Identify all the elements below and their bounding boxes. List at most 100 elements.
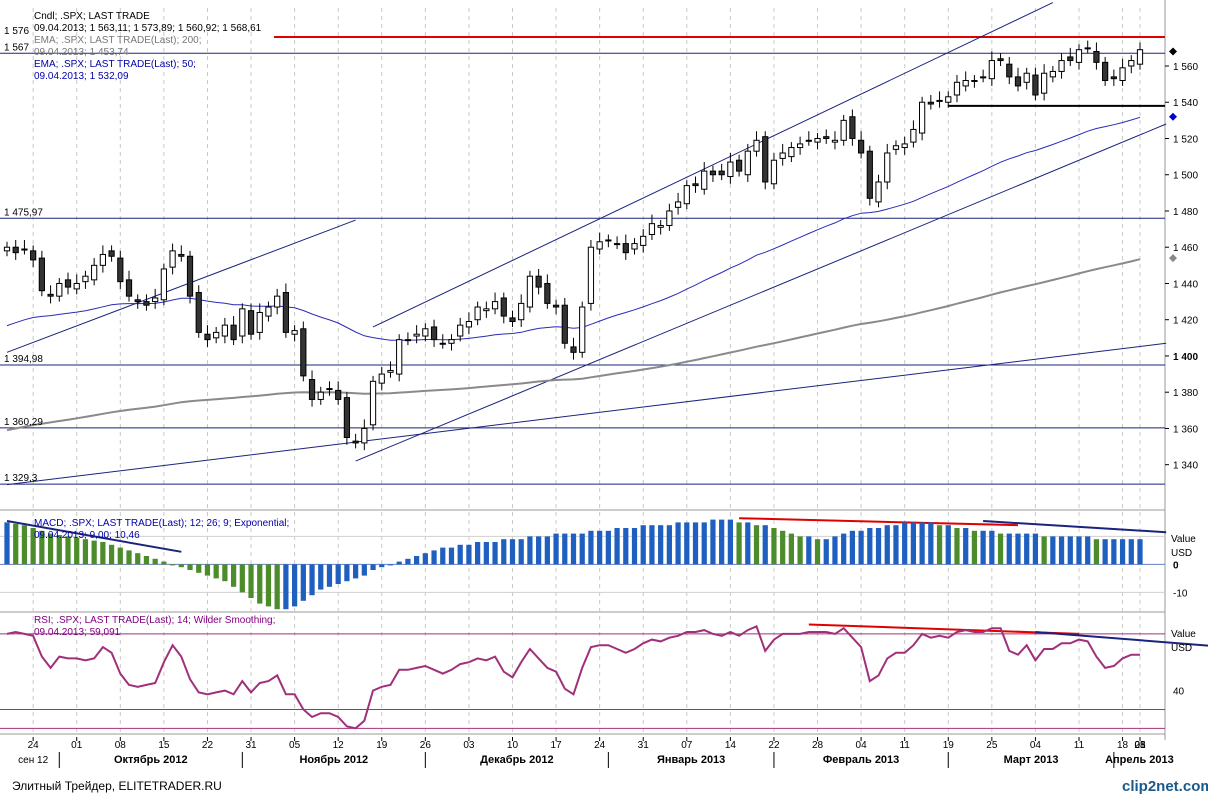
macd-bar bbox=[980, 530, 986, 565]
macd-bar bbox=[196, 564, 202, 573]
macd-bar bbox=[1111, 539, 1117, 565]
candle-body bbox=[1058, 60, 1065, 72]
x-tick-label: 25 bbox=[986, 740, 998, 751]
macd-bar bbox=[562, 533, 568, 565]
rsi-divergence-red bbox=[808, 623, 1080, 635]
candle-body bbox=[483, 308, 490, 312]
rsi-value-label: Value bbox=[1171, 629, 1196, 640]
x-tick-label: 12 bbox=[333, 740, 345, 751]
level-label: 1 567 bbox=[4, 42, 29, 53]
channel-upper bbox=[372, 2, 1054, 328]
candle-body bbox=[1110, 76, 1117, 80]
macd-bar bbox=[387, 564, 394, 566]
macd-bar bbox=[710, 519, 716, 565]
x-tick-label: 17 bbox=[551, 740, 563, 751]
candle-body bbox=[561, 304, 568, 344]
month-label: сен 12 bbox=[18, 755, 48, 766]
macd-bar bbox=[919, 522, 925, 565]
macd-bar bbox=[945, 525, 951, 565]
macd-bar bbox=[570, 533, 577, 565]
y-tick-label: 1 420 bbox=[1173, 316, 1198, 327]
brand-logo: clip2net.com bbox=[1122, 778, 1208, 795]
macd-value-label: Value bbox=[1171, 534, 1196, 545]
candle-body bbox=[1067, 56, 1074, 62]
macd-bar bbox=[108, 544, 115, 565]
candle-body bbox=[683, 185, 690, 205]
candle-body bbox=[82, 275, 89, 283]
macd-bar bbox=[1024, 533, 1030, 565]
candle-body bbox=[178, 253, 185, 257]
macd-bar bbox=[823, 539, 829, 565]
x-tick-label: 05 bbox=[289, 740, 301, 751]
candle-body bbox=[12, 246, 19, 254]
price-legend-line: 09.04.2013; 1 532,09 bbox=[34, 71, 129, 82]
candle-body bbox=[648, 223, 656, 236]
candle-body bbox=[1102, 61, 1109, 81]
macd-bar bbox=[152, 558, 158, 565]
macd-bar bbox=[527, 536, 533, 565]
macd-bar bbox=[248, 564, 254, 598]
month-label: Март 2013 bbox=[1004, 754, 1059, 766]
macd-bar bbox=[21, 525, 28, 565]
macd-bar bbox=[553, 533, 559, 565]
x-tick-label: 03 bbox=[463, 740, 475, 751]
y-tick-label: 1 360 bbox=[1173, 424, 1198, 435]
macd-bar bbox=[1050, 536, 1056, 565]
macd-bar bbox=[396, 561, 402, 565]
macd-y-tick: -10 bbox=[1173, 588, 1188, 599]
ema200-line bbox=[6, 258, 1141, 432]
macd-bar bbox=[326, 564, 333, 587]
candle-body bbox=[980, 76, 987, 79]
macd-bar bbox=[213, 564, 219, 579]
macd-bar bbox=[509, 539, 516, 565]
candle-body bbox=[369, 380, 377, 426]
candle-body bbox=[465, 321, 473, 328]
candle-body bbox=[282, 292, 290, 333]
candle-body bbox=[1119, 67, 1126, 81]
macd-divergence-blue bbox=[983, 520, 1167, 534]
macd-bar bbox=[762, 525, 768, 565]
macd-bar bbox=[161, 561, 167, 565]
macd-bar bbox=[169, 564, 176, 566]
macd-bar bbox=[928, 522, 934, 565]
macd-bar bbox=[239, 564, 245, 593]
macd-bar bbox=[640, 525, 646, 565]
rsi-y-tick: 40 bbox=[1173, 687, 1185, 698]
candle-body bbox=[657, 224, 664, 228]
candle-body bbox=[753, 139, 760, 152]
month-label: Декабрь 2012 bbox=[480, 754, 554, 766]
candle-body bbox=[613, 243, 621, 246]
ema200-marker bbox=[1169, 254, 1177, 263]
macd-bar bbox=[518, 539, 524, 565]
macd-bar bbox=[666, 525, 672, 565]
macd-bar bbox=[187, 564, 193, 570]
macd-bar bbox=[806, 536, 812, 565]
macd-bar bbox=[701, 522, 707, 565]
macd-bar bbox=[797, 536, 803, 565]
macd-bar bbox=[963, 528, 969, 565]
candle-body bbox=[622, 243, 629, 254]
macd-bar bbox=[39, 530, 45, 565]
x-tick-label: 26 bbox=[420, 740, 432, 751]
macd-bar bbox=[1119, 539, 1126, 565]
price-legend-line: 09.04.2013; 1 453,74 bbox=[34, 47, 129, 58]
macd-bar bbox=[300, 564, 306, 601]
macd-bar bbox=[274, 564, 280, 610]
candle-body bbox=[770, 159, 778, 185]
candle-body bbox=[117, 257, 124, 283]
candle-body bbox=[247, 310, 255, 335]
macd-bar bbox=[884, 525, 890, 565]
macd-bar bbox=[230, 564, 237, 587]
candle-body bbox=[125, 279, 133, 297]
macd-bar bbox=[47, 533, 54, 565]
candle-body bbox=[439, 342, 446, 345]
macd-bar bbox=[448, 547, 455, 565]
candle-body bbox=[997, 58, 1004, 62]
x-tick-label: 10 bbox=[507, 740, 519, 751]
macd-bar bbox=[588, 530, 594, 565]
macd-bar bbox=[832, 536, 838, 565]
macd-bar bbox=[492, 542, 498, 565]
macd-bar bbox=[579, 533, 585, 565]
